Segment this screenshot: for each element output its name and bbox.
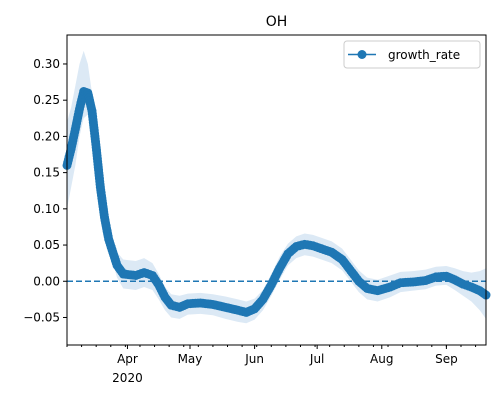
y-tick-label: 0.10 [33, 202, 60, 216]
axes-layer: 0.30 0.25 0.20 0.15 0.10 0.05 0.00 −0.05 Apr May J… [23, 34, 487, 385]
series-layer [62, 87, 491, 317]
x-tick-label: Apr [117, 352, 138, 366]
y-tick-label: 0.05 [33, 238, 60, 252]
y-tick-label: −0.05 [23, 310, 60, 324]
chart-title: OH [266, 14, 288, 30]
y-tick-label: 0.00 [33, 274, 60, 288]
legend-label: growth_rate [388, 48, 460, 62]
x-tick-label: Jun [244, 352, 264, 366]
legend-frame [343, 40, 481, 69]
y-tick-label: 0.30 [33, 57, 60, 71]
plot-frame [66, 34, 487, 346]
legend-marker-swatch [357, 50, 367, 59]
y-tick-label: 0.20 [33, 129, 60, 143]
x-tick-label: Sep [435, 352, 458, 366]
x-tick-label: Jul [309, 352, 324, 366]
x-tick-label: May [178, 352, 203, 366]
x-year-label: 2020 [112, 371, 143, 385]
x-tick-label: Aug [370, 352, 393, 366]
legend: growth_rate [343, 40, 481, 69]
y-tick-label: 0.15 [33, 166, 60, 180]
y-tick-label: 0.25 [33, 93, 60, 107]
